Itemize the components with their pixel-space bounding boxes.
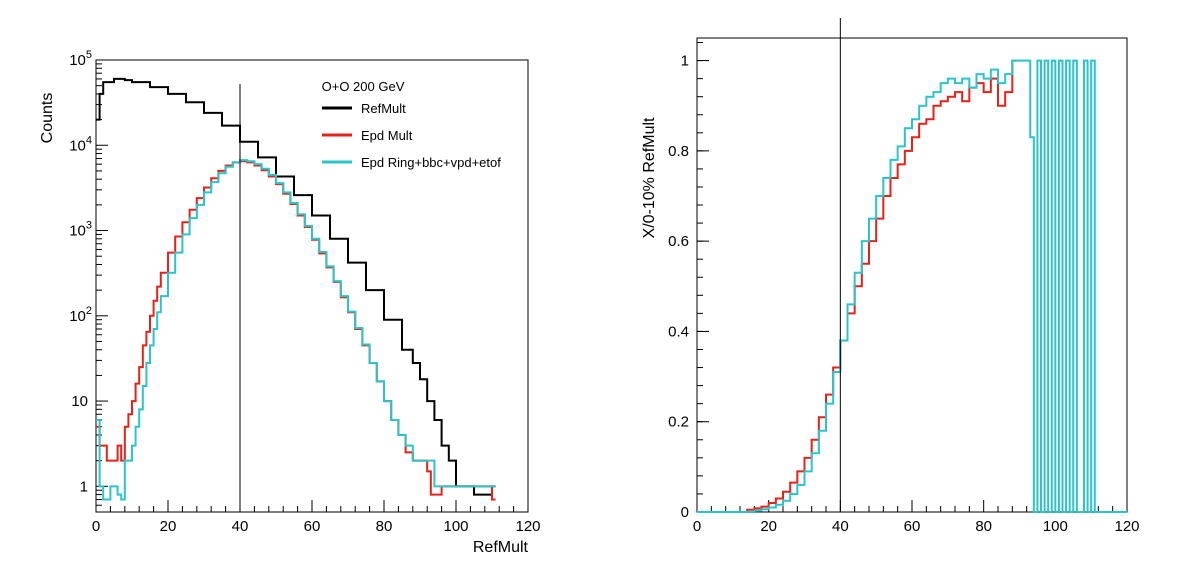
right-series-group (697, 59, 1127, 513)
left-x-axis-title: RefMult (473, 539, 529, 556)
left-series-epd-ring-bbc-vpd-etof (96, 159, 496, 501)
legend: O+O 200 GeV RefMult Epd Mult Epd Ring+bb… (322, 79, 502, 170)
left-x-tick-label: 20 (160, 518, 177, 535)
left-series-refmult (96, 77, 496, 496)
right-chart: 0 20 40 60 80 100 120 0 0.2 0.4 0.6 0.8 1 X/0-10% Re… (641, 18, 1140, 535)
left-axis-ticks: 0 20 40 60 80 100 120 1 10 102 103 104 105 (69, 49, 540, 535)
left-x-tick-label: 40 (232, 518, 249, 535)
right-series-epd-mult (697, 59, 1016, 513)
left-y-tick-label: 10 (71, 393, 88, 410)
right-y-tick-label: 0.8 (668, 143, 689, 160)
right-y-tick-label: 1 (681, 53, 689, 70)
right-y-tick-label: 0.4 (668, 323, 689, 340)
right-x-tick-label: 40 (832, 518, 849, 535)
right-y-tick-label: 0.6 (668, 233, 689, 250)
left-x-tick-label: 60 (304, 518, 321, 535)
left-x-tick-label: 120 (515, 518, 540, 535)
left-y-tick-label: 104 (69, 134, 92, 154)
right-series-epd-ring-bbc-vpd-etof (697, 59, 1127, 513)
left-x-tick-label: 0 (92, 518, 100, 535)
legend-header: O+O 200 GeV (322, 79, 405, 94)
right-y-tick-label: 0 (681, 504, 689, 521)
legend-label-epd-ring: Epd Ring+bbc+vpd+etof (361, 155, 501, 170)
left-y-tick-label: 1 (80, 478, 88, 495)
left-x-tick-label: 80 (376, 518, 393, 535)
right-x-tick-label: 100 (1043, 518, 1068, 535)
right-y-tick-label: 0.2 (668, 414, 689, 431)
right-x-tick-label: 120 (1114, 518, 1139, 535)
left-series-group (96, 77, 496, 501)
left-y-axis-title: Counts (39, 93, 56, 144)
left-series-epd-mult (96, 160, 496, 501)
right-axis-ticks: 0 20 40 60 80 100 120 0 0.2 0.4 0.6 0.8 1 (668, 42, 1140, 535)
legend-label-refmult: RefMult (361, 101, 406, 116)
right-x-tick-label: 60 (904, 518, 921, 535)
right-x-tick-label: 80 (975, 518, 992, 535)
left-y-tick-label: 103 (69, 220, 92, 240)
right-x-tick-label: 0 (693, 518, 701, 535)
right-x-tick-label: 20 (760, 518, 777, 535)
right-y-axis-title: X/0-10% RefMult (641, 117, 658, 238)
left-chart: 0 20 40 60 80 100 120 1 10 102 103 104 105 RefMult C… (39, 49, 541, 556)
left-y-tick-label: 102 (69, 305, 92, 325)
left-x-tick-label: 100 (443, 518, 468, 535)
legend-label-epd-mult: Epd Mult (361, 128, 413, 143)
left-y-tick-label: 105 (69, 49, 92, 69)
